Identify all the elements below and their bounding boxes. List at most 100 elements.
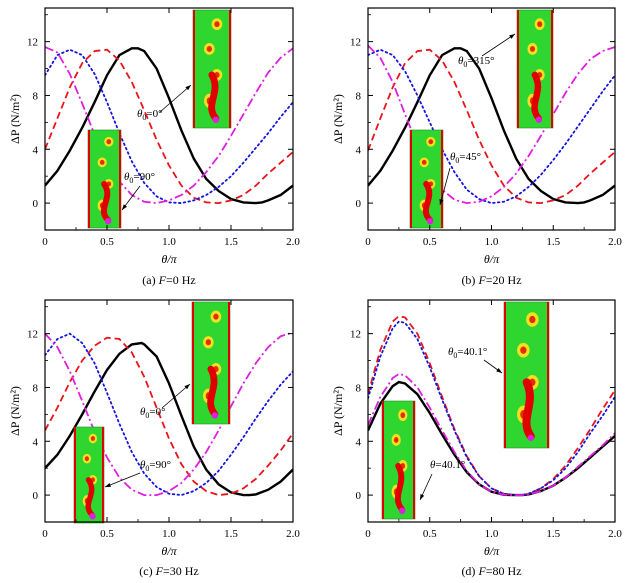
vortex-core [529, 45, 535, 52]
arrow-head [105, 482, 111, 487]
bubble-head [89, 513, 96, 520]
panel-caption: (c) F=30 Hz [139, 564, 198, 578]
series-line-solid [368, 47, 615, 205]
y-axis-label: ΔP (N/m²) [8, 94, 22, 144]
y-tick-label: 12 [350, 329, 361, 341]
annotation-label: θ0=0° [137, 108, 163, 122]
arrow-head [122, 204, 128, 210]
chart-panel-3: θ0=0° θ0=90° 0 0.5 1.0 1.5 2.0 0 4 8 12 θ/π ΔP (N/m²… [8, 299, 300, 578]
bubble-tail [422, 180, 434, 224]
y-tick-label: 8 [356, 90, 362, 102]
annotation-arrow [439, 167, 451, 206]
arrow-head [439, 199, 444, 205]
x-tick-label: 1.0 [485, 528, 499, 540]
inset-wall-right [551, 10, 553, 128]
x-tick-label: 0 [42, 528, 48, 540]
y-tick-label: 4 [356, 144, 362, 156]
annotation-arrow [481, 33, 516, 57]
series-line-dashed [368, 315, 615, 496]
vortex-core [400, 412, 406, 419]
y-tick-label: 4 [33, 436, 39, 448]
arrow-head [509, 34, 515, 39]
axes-frame [44, 7, 294, 231]
x-tick-label: 1.5 [224, 236, 238, 248]
x-tick-label: 0.5 [423, 528, 437, 540]
panel-caption: (b) F=20 Hz [461, 273, 521, 287]
arrow-head [185, 85, 191, 91]
chart-panel-4: θ0=40.1° θ=40.1° 0 0.5 1.0 1.5 2.0 0 4 8 12 θ/π ΔP (… [331, 299, 622, 578]
bubble-tail [208, 71, 220, 122]
series-line-dotted [368, 48, 615, 205]
inset-wall-right [413, 401, 415, 519]
series-line-dashed [45, 48, 293, 204]
x-axis-label: θ/π [161, 544, 177, 558]
flow-inset-image [87, 129, 122, 229]
flow-inset-image [381, 400, 416, 520]
series-line-solid [45, 341, 293, 497]
flow-inset-image [191, 301, 231, 425]
flow-inset-image [192, 9, 232, 129]
y-axis-label: ΔP (N/m²) [331, 94, 345, 144]
series-line-dotted [45, 48, 293, 204]
inset-wall-left [382, 401, 384, 519]
vortex-core [421, 159, 427, 165]
inset-wall-right [102, 427, 104, 523]
inset-wall-left [88, 130, 90, 228]
y-tick-label: 8 [356, 382, 362, 394]
inset-wall-right [119, 130, 121, 228]
series-line-dotted [45, 332, 293, 497]
annotation-label: θ=40.1° [430, 459, 465, 471]
x-tick-label: 2.0 [286, 236, 300, 248]
vortex-core [428, 139, 434, 145]
y-tick-label: 12 [27, 37, 38, 49]
inset-wall-left [74, 427, 76, 523]
vortex-core [529, 315, 536, 324]
plot-area [368, 45, 615, 205]
x-axis-label: θ/π [484, 252, 500, 266]
vortex-core [214, 21, 220, 28]
x-tick-label: 1.5 [546, 236, 560, 248]
x-tick-label: 1.5 [224, 528, 238, 540]
y-tick-label: 8 [33, 382, 39, 394]
series-line-dashdot [45, 331, 293, 496]
inset-wall-left [410, 130, 412, 228]
annotation-arrow [161, 383, 191, 409]
panel-caption: (d) F=80 Hz [461, 564, 521, 578]
series-line-dashed [368, 48, 615, 204]
inset-wall-left [504, 302, 506, 448]
annotation-arrow [159, 84, 192, 113]
bubble-head [212, 116, 220, 123]
vortex-core [84, 456, 89, 462]
bubble-tail [522, 378, 535, 441]
flow-inset-image [503, 301, 550, 449]
annotation-label: θ0=40.1° [448, 346, 487, 360]
inset-wall-right [547, 302, 549, 448]
y-tick-label: 8 [33, 90, 39, 102]
vortex-core [106, 139, 112, 145]
vortex-core [537, 21, 543, 28]
y-tick-label: 0 [33, 198, 39, 210]
y-tick-label: 0 [33, 490, 39, 502]
flow-inset-image [516, 9, 554, 129]
annotation-label: θ0=45° [450, 151, 481, 165]
x-tick-label: 1.0 [162, 236, 176, 248]
bubble-tail [85, 477, 96, 519]
vortex-core [520, 346, 527, 354]
x-tick-label: 1.0 [485, 236, 499, 248]
bubble-head [527, 434, 534, 441]
series-line-solid [45, 47, 293, 205]
annotation-label: θ0=0° [140, 406, 166, 420]
series-line-dashed [45, 336, 293, 497]
x-tick-label: 0.5 [423, 236, 437, 248]
annotation-label: θ0=90° [124, 171, 155, 185]
vortex-core [99, 159, 105, 165]
x-tick-label: 0 [365, 236, 371, 248]
flow-inset-image [409, 129, 444, 229]
vortex-core [90, 436, 95, 441]
inset-wall-left [193, 10, 195, 128]
plot-area [368, 315, 615, 497]
y-tick-label: 12 [27, 329, 38, 341]
series-line-dotted [368, 320, 615, 496]
bubble-tail [100, 180, 112, 224]
